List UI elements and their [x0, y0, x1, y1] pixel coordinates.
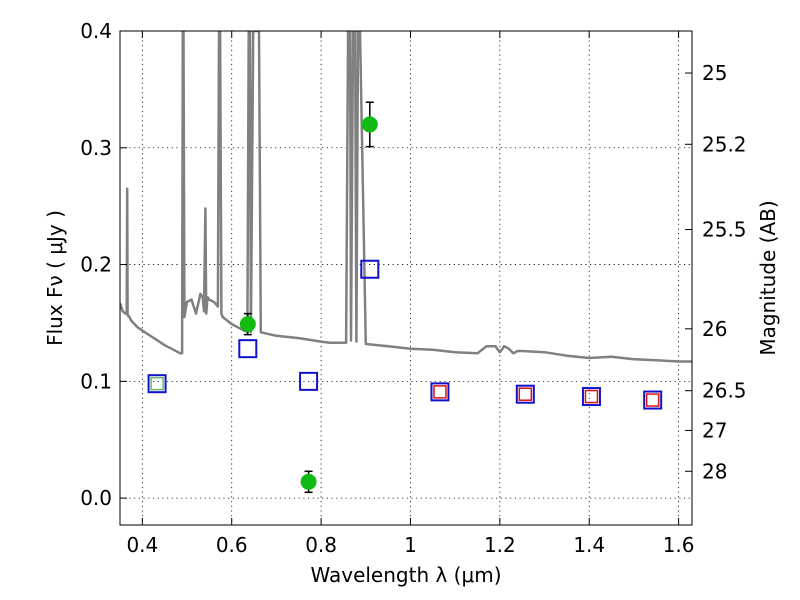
- model-point-inner-square: [645, 393, 660, 407]
- y-axis-label: Flux Fν ( μJy ): [43, 210, 67, 346]
- y-tick-label: 0.2: [80, 253, 112, 277]
- right-tick-label: 28: [702, 459, 727, 483]
- data-point-circle: [239, 316, 256, 333]
- plot-frame: [119, 30, 693, 526]
- model-point-square: [299, 371, 319, 391]
- model-point-square: [643, 390, 663, 410]
- data-point-circle: [300, 473, 317, 490]
- right-tick-label: 26.5: [702, 379, 747, 403]
- right-tick-label: 25: [702, 61, 727, 85]
- sed-template-line: [120, 31, 692, 363]
- x-axis-label: Wavelength λ (μm): [310, 563, 501, 587]
- data-point-circle: [361, 116, 378, 133]
- x-tick-label: 0.4: [126, 533, 158, 557]
- x-tick-label: 0.8: [305, 533, 337, 557]
- right-tick-label: 26: [702, 317, 727, 341]
- ticks-layer: 0.4 0.6 0.8 1 1.2 1.4 1.6 0.0 0.1 0.2 0.3 0.4 25 25.2…: [80, 19, 746, 557]
- right-tick-label: 25.5: [702, 218, 747, 242]
- model-point-square: [147, 374, 167, 394]
- model-point-square: [238, 339, 258, 359]
- model-point-inner-square: [433, 385, 447, 399]
- model-point-square: [515, 384, 535, 404]
- y-tick-label: 0.0: [80, 486, 112, 510]
- y-tick-label: 0.3: [80, 136, 112, 160]
- sed-layer: [120, 31, 692, 363]
- model-point-square: [360, 259, 380, 279]
- right-tick-label: 27: [702, 418, 727, 442]
- x-tick-label: 1.6: [663, 533, 695, 557]
- points-layer: [147, 101, 663, 494]
- x-tick-label: 1.4: [573, 533, 605, 557]
- x-tick-label: 0.6: [216, 533, 248, 557]
- model-point-inner-square: [150, 376, 164, 391]
- right-tick-label: 25.2: [702, 132, 747, 156]
- model-point-inner-square: [518, 387, 533, 401]
- x-tick-label: 1: [404, 533, 417, 557]
- y-tick-label: 0.1: [80, 369, 112, 393]
- x-tick-label: 1.2: [484, 533, 516, 557]
- model-point-inner-square: [584, 389, 599, 404]
- model-point-square: [430, 382, 450, 402]
- right-axis-label: Magnitude (AB): [756, 200, 780, 355]
- model-point-square: [581, 387, 601, 407]
- y-tick-label: 0.4: [80, 19, 112, 43]
